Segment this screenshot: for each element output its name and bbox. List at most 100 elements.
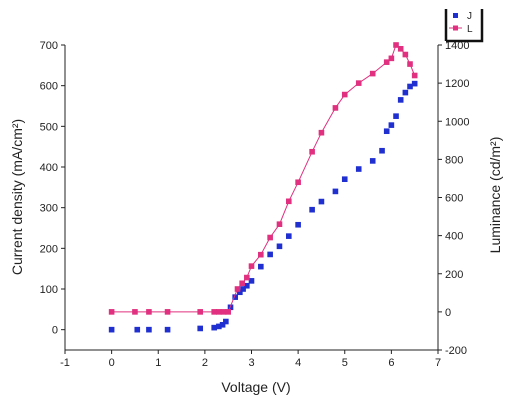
series-j-point	[216, 323, 222, 330]
series-l-point	[383, 59, 390, 65]
series-j-point	[407, 83, 413, 90]
y-tick-label: 600	[40, 81, 58, 93]
x-tick-label: 1	[155, 357, 161, 369]
series-j-point	[276, 243, 283, 250]
series-j-point	[146, 326, 152, 333]
plot-frame	[64, 45, 439, 351]
x-tick-label: 4	[295, 357, 301, 369]
series-j-point	[369, 158, 376, 164]
y-axis-title: Current density (mA/cm²)	[9, 119, 25, 275]
series-j-point	[232, 294, 238, 300]
y2-tick-label: 600	[445, 193, 463, 205]
legend-label-l: L	[467, 24, 473, 35]
legend: J L	[444, 9, 484, 43]
series-j-point	[267, 251, 273, 258]
y2-tick-label: 800	[445, 154, 463, 166]
series-l-point	[286, 198, 292, 205]
series-l-point	[295, 179, 301, 186]
series-j-point	[318, 198, 325, 205]
x-tick-label: -1	[60, 357, 70, 369]
series-l-point	[355, 80, 362, 86]
series-l-point	[216, 309, 222, 315]
series-l-point	[108, 309, 115, 315]
series-l-point	[309, 148, 315, 155]
y-tick-label: 300	[40, 203, 58, 215]
left-axis: 0 100 200 300 400 500 600 700	[40, 40, 65, 337]
y2-tick-label: -200	[445, 345, 467, 357]
y-tick-label: 400	[40, 162, 58, 174]
right-axis: -200 0 200 400 600 800 1000 1200 1400	[438, 40, 469, 357]
series-l-point	[211, 309, 217, 315]
y2-tick-label: 400	[445, 231, 463, 243]
series-j-point	[248, 278, 255, 284]
series-l-point	[197, 309, 204, 315]
series-l-point	[341, 91, 348, 98]
series-l-point	[146, 309, 152, 315]
series-l-point	[402, 51, 409, 58]
y-tick-label: 100	[40, 284, 58, 296]
series-l-point	[411, 72, 418, 79]
y2-tick-label: 1400	[445, 40, 469, 52]
y2-tick-label: 200	[445, 269, 463, 281]
series-j-point	[379, 147, 385, 154]
series-j-point	[383, 128, 390, 135]
series-j-point	[388, 122, 395, 128]
x-tick-label: 2	[202, 357, 208, 369]
series-l-point	[164, 309, 171, 315]
series-j-point	[211, 324, 217, 331]
series-l-point	[267, 234, 273, 241]
series-j-point	[332, 188, 339, 195]
series-j-point	[397, 97, 404, 103]
series-j-point	[355, 166, 362, 172]
series-j-point	[237, 289, 243, 296]
series-j-point	[286, 233, 292, 239]
x-axis-title: Voltage (V)	[221, 379, 290, 395]
series-l-point	[244, 274, 250, 281]
series-l-point	[225, 309, 231, 315]
series-j-point	[108, 326, 115, 333]
series-j-point	[240, 286, 246, 292]
series-j-point	[309, 206, 315, 213]
series-j-point	[197, 325, 204, 332]
series-j-point	[402, 89, 409, 96]
legend-label-j: J	[467, 11, 472, 22]
series-l-point	[397, 46, 404, 52]
series-l-point	[332, 105, 339, 111]
series-l-point	[393, 42, 399, 48]
series-l-point	[388, 55, 395, 62]
series-l-point	[369, 70, 376, 77]
series-l-point	[276, 221, 283, 227]
y-tick-label: 200	[40, 243, 58, 255]
series-l-point	[407, 61, 413, 67]
x-tick-label: 3	[248, 357, 254, 369]
series-l-point	[239, 280, 245, 287]
x-tick-label: 6	[388, 357, 394, 369]
y2-tick-label: 1000	[445, 116, 469, 128]
y2-tick-label: 1200	[445, 78, 469, 90]
series-j-point	[258, 263, 264, 270]
y-tick-label: 700	[40, 40, 58, 52]
series-l-point	[132, 309, 138, 315]
series-layer	[108, 42, 418, 333]
series-l-point	[318, 129, 325, 136]
legend-frame	[444, 9, 484, 43]
y2-axis-title: Luminance (cd/m²)	[487, 137, 503, 254]
series-j-point	[411, 80, 418, 87]
series-l-line	[111, 44, 416, 313]
series-l-point	[234, 286, 241, 292]
series-j-point	[341, 176, 348, 182]
series-l-point	[248, 263, 255, 269]
series-j-point	[164, 326, 171, 333]
x-tick-label: 0	[109, 357, 115, 369]
y-tick-label: 0	[52, 325, 58, 337]
y2-tick-label: 0	[445, 307, 451, 319]
x-tick-label: 7	[435, 357, 441, 369]
legend-marker-j	[453, 13, 458, 18]
x-tick-label: 5	[342, 357, 348, 369]
series-j-point	[393, 113, 399, 119]
series-l-point	[258, 251, 264, 258]
series-j-point	[295, 221, 301, 228]
series-j-point	[244, 282, 250, 289]
series-l-point	[220, 309, 227, 315]
